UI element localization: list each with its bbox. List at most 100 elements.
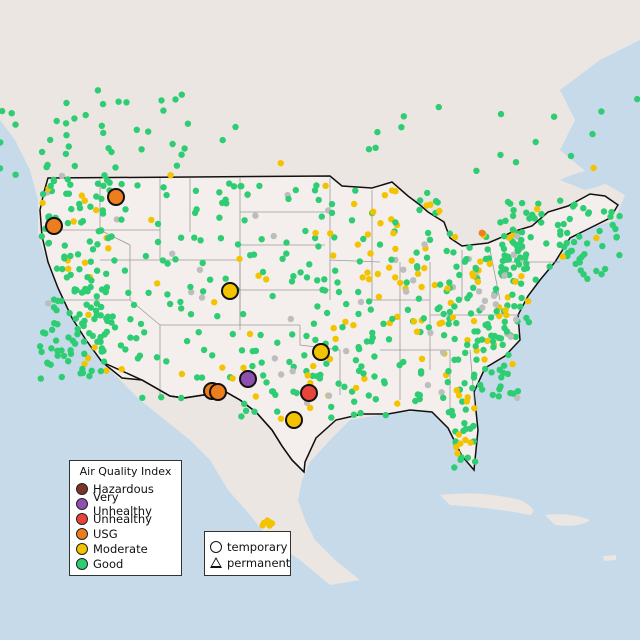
site-marker[interactable] [63,132,70,139]
site-marker[interactable] [200,346,208,354]
site-marker[interactable] [480,346,487,354]
site-marker[interactable] [268,388,276,395]
site-marker[interactable] [499,341,506,348]
site-marker[interactable] [512,159,520,166]
site-marker[interactable] [58,373,65,381]
site-marker[interactable] [111,324,119,331]
site-marker[interactable] [398,124,405,131]
site-marker[interactable] [462,349,469,356]
site-marker[interactable] [109,313,116,320]
site-marker[interactable] [509,212,517,220]
site-marker[interactable] [167,172,174,179]
site-marker[interactable] [58,297,65,305]
site-marker[interactable] [470,284,477,291]
site-marker[interactable] [372,396,379,403]
site-marker[interactable] [67,252,74,260]
site-marker[interactable] [183,337,191,345]
site-marker[interactable] [38,233,45,240]
site-marker[interactable] [532,276,539,283]
site-marker[interactable] [455,296,463,303]
site-marker[interactable] [173,162,181,169]
site-marker[interactable] [303,332,310,340]
site-marker[interactable] [461,380,468,387]
site-marker[interactable] [506,271,513,279]
site-marker[interactable] [80,322,87,330]
site-marker[interactable] [88,367,95,374]
site-marker[interactable] [65,358,72,365]
site-marker[interactable] [418,283,425,291]
site-marker[interactable] [184,120,192,127]
site-marker[interactable] [554,221,562,229]
site-marker[interactable] [492,301,499,308]
site-marker[interactable] [278,371,285,378]
site-marker[interactable] [76,311,83,318]
site-marker[interactable] [451,335,458,343]
site-marker[interactable] [400,358,407,366]
site-marker[interactable] [238,413,245,420]
site-marker[interactable] [436,304,443,311]
moderate-site-marker[interactable] [312,343,330,361]
site-marker[interactable] [567,248,574,255]
site-marker[interactable] [97,333,104,341]
site-marker[interactable] [52,337,60,344]
site-marker[interactable] [348,217,356,224]
site-marker[interactable] [118,366,125,373]
site-marker[interactable] [496,366,503,373]
site-marker[interactable] [503,311,510,319]
site-marker[interactable] [589,130,596,138]
site-marker[interactable] [332,345,339,352]
site-marker[interactable] [177,298,184,306]
site-marker[interactable] [459,398,466,405]
site-marker[interactable] [580,205,587,212]
site-marker[interactable] [81,317,88,324]
site-marker[interactable] [283,250,290,257]
site-marker[interactable] [93,300,101,307]
site-marker[interactable] [169,250,176,257]
site-marker[interactable] [163,358,170,365]
site-marker[interactable] [242,407,250,414]
site-marker[interactable] [79,217,87,225]
site-marker[interactable] [492,285,500,293]
site-marker[interactable] [560,220,567,228]
site-marker[interactable] [234,241,242,248]
site-marker[interactable] [350,200,358,208]
site-marker[interactable] [86,372,93,380]
site-marker[interactable] [502,217,509,224]
site-marker[interactable] [376,241,384,248]
site-marker[interactable] [258,236,265,243]
site-marker[interactable] [502,266,509,273]
site-marker[interactable] [497,219,504,226]
site-marker[interactable] [153,354,161,361]
site-marker[interactable] [518,236,525,244]
site-marker[interactable] [374,128,381,136]
site-marker[interactable] [160,184,167,191]
site-marker[interactable] [94,180,102,187]
site-marker[interactable] [563,239,570,247]
site-marker[interactable] [198,294,206,301]
site-marker[interactable] [478,229,486,237]
site-marker[interactable] [567,152,575,160]
site-marker[interactable] [504,370,511,378]
site-marker[interactable] [445,409,453,416]
site-marker[interactable] [464,454,471,461]
site-marker[interactable] [249,348,256,355]
site-marker[interactable] [241,400,248,407]
site-marker[interactable] [371,353,378,360]
site-marker[interactable] [118,180,125,188]
site-marker[interactable] [426,236,434,243]
site-marker[interactable] [414,270,422,277]
site-marker[interactable] [74,251,82,258]
site-marker[interactable] [65,143,73,150]
site-marker[interactable] [0,165,4,172]
site-marker[interactable] [70,218,77,225]
site-marker[interactable] [277,160,284,167]
site-marker[interactable] [600,208,608,215]
site-marker[interactable] [607,213,614,220]
site-marker[interactable] [359,274,366,281]
site-marker[interactable] [559,253,566,260]
site-marker[interactable] [463,398,471,405]
site-marker[interactable] [381,192,389,199]
site-marker[interactable] [450,249,457,256]
site-marker[interactable] [400,266,407,273]
site-marker[interactable] [367,306,374,313]
